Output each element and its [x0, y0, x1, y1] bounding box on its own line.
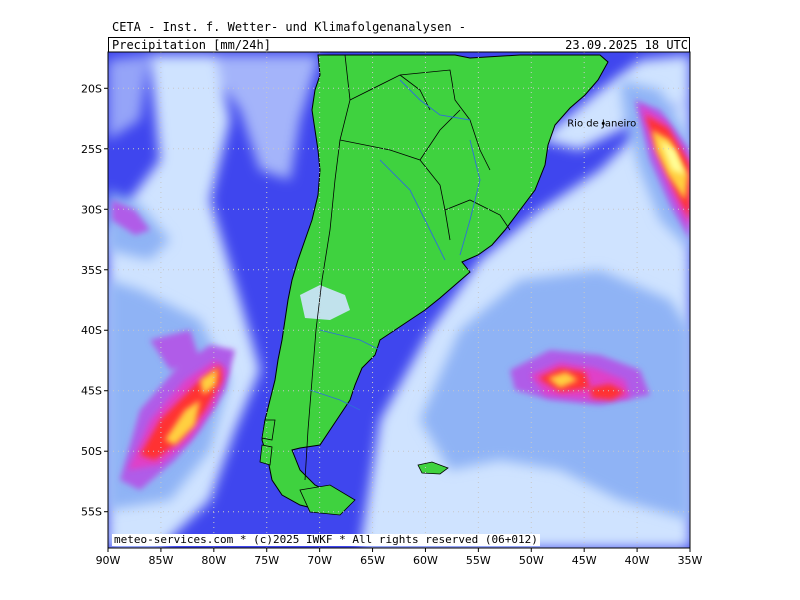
- latitude-ticks: 20S 25S 30S 35S 40S 45S 50S 55S: [81, 82, 108, 519]
- lon-tick-label: 40W: [625, 554, 650, 567]
- lon-tick-label: 85W: [148, 554, 173, 567]
- falkland-islands: [417, 461, 449, 475]
- lat-tick-label: 25S: [81, 143, 102, 156]
- lat-tick-label: 20S: [81, 82, 102, 95]
- lat-tick-label: 35S: [81, 264, 102, 277]
- lon-tick-label: 80W: [201, 554, 226, 567]
- map-subtitle: Precipitation [mm/24h]: [112, 38, 271, 52]
- city-label-rio-de-janeiro: Rio de Janeiro: [567, 118, 636, 129]
- longitude-ticks: 90W 85W 80W 75W 70W 65W 60W 55W 50W 45W 40W 35W: [96, 548, 703, 567]
- valid-time: 23.09.2025 18 UTC: [565, 38, 688, 52]
- lat-tick-label: 30S: [81, 203, 102, 216]
- map-title: CETA - Inst. f. Wetter- und Klimafolgena…: [112, 20, 467, 34]
- lat-tick-label: 50S: [81, 445, 102, 458]
- lat-tick-label: 55S: [81, 506, 102, 519]
- rivers: [309, 79, 481, 411]
- graticule: [108, 52, 690, 548]
- map-frame: [107, 51, 691, 549]
- lat-tick-label: 45S: [81, 385, 102, 398]
- copyright-footer: meteo-services.com * (c)2025 IWKF * All …: [112, 533, 540, 546]
- lon-tick-label: 60W: [413, 554, 438, 567]
- subtitle-frame: [108, 37, 690, 52]
- continent-land: [261, 54, 609, 511]
- patagonian-islands: [259, 419, 356, 516]
- lon-tick-label: 35W: [678, 554, 703, 567]
- lon-tick-label: 50W: [519, 554, 544, 567]
- andes-rain-patch: [300, 285, 350, 320]
- lon-tick-label: 45W: [572, 554, 597, 567]
- lon-tick-label: 65W: [360, 554, 385, 567]
- country-borders: [304, 54, 511, 481]
- max-precipitation-layer: [660, 140, 685, 175]
- lat-tick-label: 40S: [81, 324, 102, 337]
- lon-tick-label: 70W: [307, 554, 332, 567]
- lon-tick-label: 75W: [254, 554, 279, 567]
- lon-tick-label: 90W: [96, 554, 121, 567]
- lon-tick-label: 55W: [466, 554, 491, 567]
- city-marker: Rio de Janeiro: [567, 118, 636, 129]
